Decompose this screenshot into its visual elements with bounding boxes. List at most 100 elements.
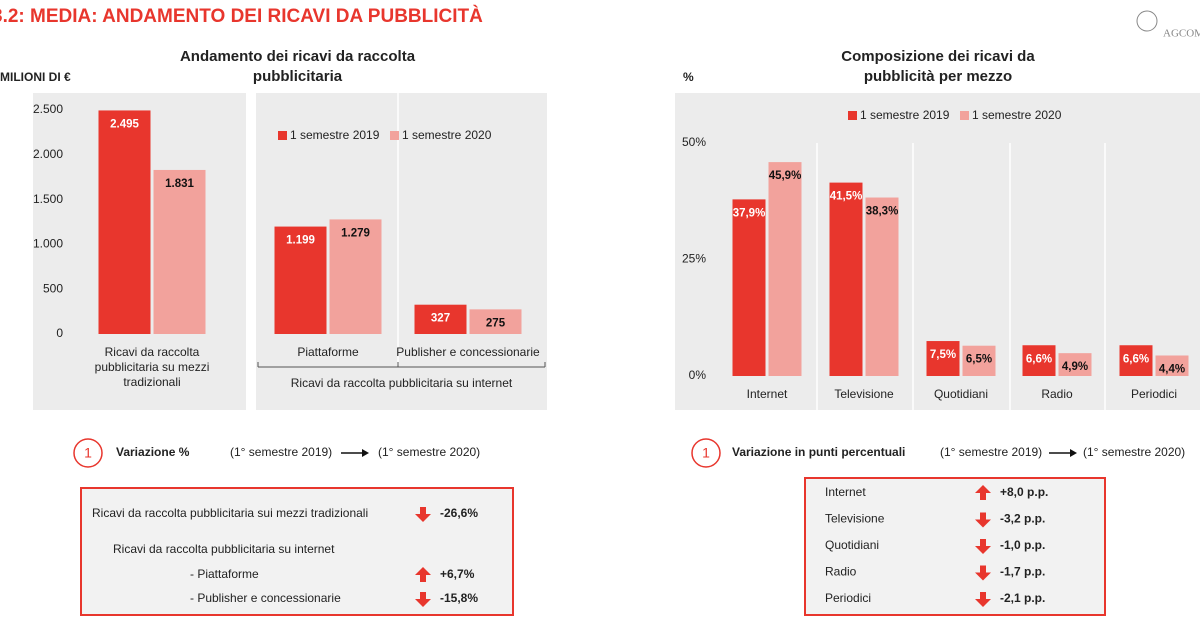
x-tick-label: Ricavi da raccolta pubblicitaria su mezz…: [94, 345, 210, 389]
value-label: 6,6%: [1026, 353, 1052, 365]
step-circle: [73, 438, 103, 468]
row-value: +6,7%: [440, 567, 475, 581]
variation-title: Variazione %: [116, 445, 190, 459]
y-tick-label: 2.000: [33, 147, 63, 161]
value-label: 6,6%: [1123, 353, 1149, 365]
row-label: Ricavi da raccolta pubblicitaria sui mez…: [92, 506, 368, 520]
step-number: 1: [84, 445, 92, 461]
chart-title: Andamento dei ricavi da raccolta pubblic…: [179, 48, 416, 85]
x-tick-label: Internet: [746, 387, 788, 401]
slide-title: 3.2: MEDIA: ANDAMENTO DEI RICAVI DA PUBB…: [0, 5, 483, 27]
bar: [926, 341, 960, 376]
value-label: 38,3%: [866, 206, 899, 218]
y-tick-label: 1.000: [33, 237, 63, 251]
value-label: 6,5%: [966, 354, 992, 366]
bar: [829, 182, 863, 376]
x-tick-label: Publisher e concessionarie: [396, 345, 540, 359]
bar: [865, 197, 899, 376]
bar: [329, 219, 382, 334]
period-from: (1° semestre 2019): [940, 445, 1042, 459]
bar: [153, 169, 206, 334]
x-tick-label: Periodici: [1130, 387, 1178, 401]
row-label: Televisione: [825, 512, 885, 526]
row-label: Quotidiani: [825, 538, 879, 552]
arrow-down: [415, 507, 431, 522]
value-label: 7,5%: [930, 349, 956, 361]
y-tick-label: 0: [56, 326, 63, 340]
y-axis-label: MILIONI DI €: [0, 70, 71, 84]
arrow-up: [975, 485, 991, 500]
legend-label: 1 semestre 2019: [290, 128, 380, 142]
value-label: 45,9%: [769, 170, 802, 182]
row-value: -3,2 p.p.: [1000, 512, 1045, 526]
chart-title: Composizione dei ricavi da pubblicità pe…: [841, 48, 1035, 85]
value-label: 1.831: [165, 178, 194, 190]
row-label: Radio: [825, 565, 857, 579]
arrow-down: [975, 512, 991, 528]
bar: [414, 304, 467, 334]
group-label: Ricavi da raccolta pubblicitaria su inte…: [290, 376, 513, 390]
logo-text: AGCOM: [1163, 28, 1200, 40]
period-arrow-head: [1070, 449, 1077, 457]
value-label: 1.279: [341, 227, 370, 239]
row-value: -26,6%: [440, 506, 478, 520]
x-tick-label: Radio: [1041, 387, 1073, 401]
y-tick-label: 2.500: [33, 102, 63, 116]
x-tick-label: Piattaforme: [297, 345, 359, 359]
period-from: (1° semestre 2019): [230, 445, 332, 459]
value-label: 275: [486, 317, 506, 329]
step-circle: [691, 438, 721, 468]
row-label: Internet: [825, 485, 866, 499]
legend-swatch: [390, 131, 399, 140]
y-axis-label: %: [683, 70, 694, 84]
x-tick-label: Quotidiani: [933, 387, 989, 401]
arrow-down: [975, 539, 991, 554]
bar: [1058, 353, 1092, 376]
arrow-up: [415, 567, 431, 582]
row-value: -15,8%: [440, 591, 478, 605]
value-label: 37,9%: [733, 207, 766, 219]
row-label: Periodici: [825, 591, 871, 605]
logo-emblem: [1136, 10, 1158, 32]
row-subheader: Ricavi da raccolta pubblicitaria su inte…: [113, 542, 335, 556]
row-value: -1,7 p.p.: [1000, 565, 1045, 579]
bar: [469, 309, 522, 334]
y-tick-label: 25%: [682, 252, 706, 266]
legend-swatch: [848, 111, 857, 120]
value-label: 2.495: [110, 118, 139, 130]
y-tick-label: 0%: [689, 368, 707, 382]
y-tick-label: 50%: [682, 135, 706, 149]
legend-swatch: [278, 131, 287, 140]
bar: [962, 345, 996, 376]
value-label: 1.199: [286, 235, 315, 247]
bar: [274, 226, 327, 334]
variation-box: [80, 487, 514, 616]
x-tick-label: Televisione: [834, 387, 894, 401]
variation-box: [804, 477, 1106, 616]
legend-label: 1 semestre 2020: [402, 128, 492, 142]
row-value: -1,0 p.p.: [1000, 538, 1045, 552]
value-label: 4,9%: [1062, 361, 1088, 373]
bar: [1155, 355, 1189, 376]
bar: [1022, 345, 1056, 376]
row-value: -2,1 p.p.: [1000, 591, 1045, 605]
arrow-down: [975, 592, 991, 607]
row-label: - Piattaforme: [190, 567, 259, 581]
legend-swatch: [960, 111, 969, 120]
bar: [1119, 345, 1153, 376]
row-value: +8,0 p.p.: [1000, 485, 1048, 499]
arrow-down: [415, 592, 431, 607]
legend-label: 1 semestre 2020: [972, 108, 1062, 122]
period-to: (1° semestre 2020): [378, 445, 480, 459]
row-label: - Publisher e concessionarie: [190, 591, 341, 605]
value-label: 4,4%: [1159, 364, 1185, 376]
value-label: 41,5%: [830, 191, 863, 203]
bar: [732, 199, 766, 376]
period-arrow-head: [362, 449, 369, 457]
bar: [768, 162, 802, 376]
step-number: 1: [702, 445, 710, 461]
bar: [98, 110, 151, 334]
arrow-down: [975, 565, 991, 581]
